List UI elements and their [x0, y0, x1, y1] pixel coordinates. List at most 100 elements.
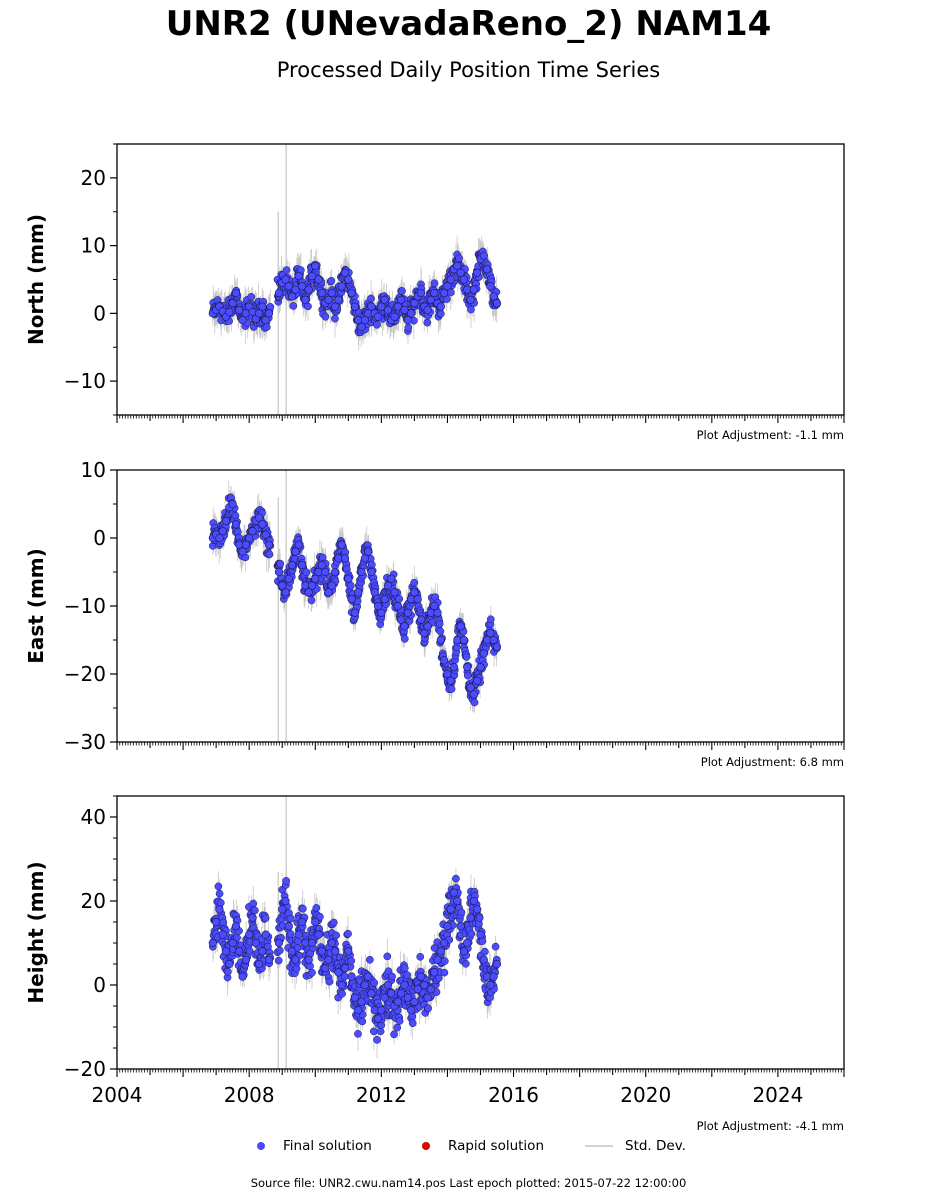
final-solution-point: [327, 276, 336, 285]
final-solution-point: [327, 288, 336, 298]
final-solution-point: [304, 955, 313, 964]
final-solution-point: [261, 316, 270, 325]
final-solution-point: [282, 877, 291, 885]
final-solution-point: [452, 874, 460, 883]
final-solution-point: [337, 540, 346, 549]
final-solution-point: [377, 1006, 386, 1015]
final-solution-point: [341, 972, 349, 981]
final-solution-point: [264, 309, 274, 318]
final-solution-point: [397, 295, 406, 304]
final-solution-point: [284, 574, 293, 583]
final-solution-point: [440, 288, 449, 298]
final-solution-point: [221, 947, 231, 956]
final-solution-point: [327, 938, 336, 948]
y-tick-label: −30: [64, 730, 106, 754]
final-solution-point: [440, 957, 449, 965]
final-solution-point: [416, 615, 426, 624]
final-solution-point: [254, 513, 264, 522]
final-solution-point: [307, 272, 317, 281]
final-solution-point: [364, 547, 373, 556]
final-solution-point: [367, 294, 375, 303]
final-solution-point: [247, 292, 256, 301]
final-solution-point: [370, 588, 379, 597]
final-solution-point: [467, 305, 475, 314]
final-solution-point: [218, 930, 227, 939]
final-solution-point: [314, 275, 323, 284]
final-solution-point: [380, 595, 389, 604]
final-solution-point: [443, 669, 452, 679]
final-solution-point: [413, 595, 422, 604]
final-solution-point: [435, 620, 444, 628]
y-tick-label: 0: [93, 301, 106, 325]
final-solution-point: [245, 930, 254, 939]
final-solution-point: [224, 968, 232, 976]
final-solution-point: [346, 581, 355, 590]
final-solution-point: [430, 279, 439, 288]
final-solution-point: [312, 904, 321, 912]
final-solution-point: [286, 930, 295, 938]
final-solution-point: [274, 938, 284, 948]
final-solution-point: [400, 964, 409, 972]
final-solution-point: [397, 615, 406, 624]
plot-adjustment-note: Plot Adjustment: 6.8 mm: [701, 755, 844, 769]
final-solution-point: [274, 288, 284, 298]
final-solution-point: [212, 917, 221, 927]
final-solution-point: [238, 316, 247, 325]
final-solution-point: [459, 635, 469, 645]
y-tick-label: 0: [93, 526, 106, 550]
chart-title: UNR2 (UNevadaReno_2) NAM14: [165, 4, 772, 44]
final-solution-point: [491, 942, 500, 951]
final-solution-point: [289, 302, 298, 310]
final-solution-point: [416, 952, 425, 961]
final-solution-point: [291, 285, 300, 294]
final-solution-point: [463, 671, 472, 680]
final-solution-point: [466, 295, 475, 304]
final-solution-point: [251, 906, 259, 915]
final-solution-point: [489, 292, 498, 301]
final-solution-point: [354, 1030, 362, 1038]
final-solution-point: [301, 295, 310, 304]
final-solution-point: [216, 899, 225, 907]
final-solution-point: [456, 622, 465, 631]
final-solution-point: [403, 971, 411, 979]
final-solution-point: [440, 968, 449, 977]
final-solution-point: [284, 922, 293, 931]
final-solution-point: [492, 642, 502, 651]
final-solution-point: [384, 967, 393, 976]
final-solution-point: [347, 972, 356, 981]
final-solution-point: [459, 275, 469, 284]
final-solution-point: [370, 978, 379, 987]
final-solution-point: [486, 629, 495, 638]
final-solution-point: [457, 908, 466, 917]
final-solution-point: [390, 312, 399, 321]
final-solution-point: [265, 550, 274, 559]
final-solution-point: [278, 581, 287, 590]
final-solution-point: [254, 959, 264, 969]
final-solution-point: [311, 574, 320, 583]
final-solution-point: [354, 588, 363, 597]
final-solution-point: [276, 559, 285, 568]
final-solution-point: [278, 905, 287, 914]
final-solution-point: [446, 676, 455, 685]
final-solution-point: [393, 302, 402, 311]
y-axis-label: North (mm): [24, 214, 48, 345]
final-solution-point: [331, 302, 340, 311]
final-solution-point: [248, 307, 257, 317]
final-solution-point: [288, 561, 297, 570]
final-solution-point: [436, 635, 445, 645]
final-solution-point: [492, 299, 502, 308]
final-solution-point: [475, 914, 484, 922]
final-solution-point: [377, 302, 386, 311]
final-solution-point: [337, 980, 346, 990]
final-solution-point: [215, 905, 224, 914]
final-solution-point: [476, 663, 485, 672]
final-solution-point: [376, 1027, 385, 1036]
final-solution-point: [423, 318, 432, 327]
final-solution-point: [215, 889, 224, 898]
y-tick-label: −20: [64, 662, 106, 686]
final-solution-point: [238, 972, 247, 981]
final-solution-point: [373, 312, 383, 321]
final-solution-point: [483, 265, 492, 274]
final-solution-point: [317, 947, 326, 956]
final-solution-point: [436, 302, 445, 311]
